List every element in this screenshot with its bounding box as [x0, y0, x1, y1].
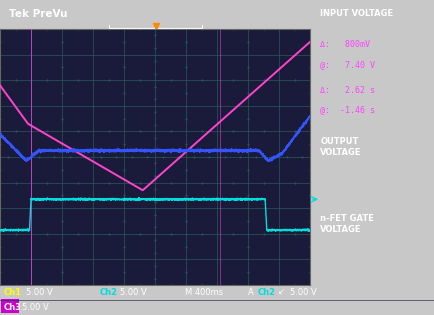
Text: Ch1: Ch1 [4, 288, 22, 296]
Text: n-FET GATE
VOLTAGE: n-FET GATE VOLTAGE [319, 214, 373, 234]
Text: @:   7.40 V: @: 7.40 V [319, 60, 374, 69]
Text: @:  -1.46 s: @: -1.46 s [319, 106, 374, 114]
Bar [1, 299, 19, 313]
Text: Tek PreVu: Tek PreVu [9, 9, 68, 20]
Text: Ch2: Ch2 [257, 288, 275, 296]
Text: INPUT VOLTAGE: INPUT VOLTAGE [319, 9, 392, 18]
Text: ↙: ↙ [277, 288, 284, 296]
Text: 5.00 V: 5.00 V [22, 302, 49, 312]
Text: M 400ms: M 400ms [184, 288, 223, 296]
Text: 5.00 V: 5.00 V [120, 288, 146, 296]
Text: Ch2: Ch2 [100, 288, 118, 296]
Text: Δ:   800mV: Δ: 800mV [319, 40, 369, 49]
Text: A: A [247, 288, 253, 296]
Text: Δ:   2.62 s: Δ: 2.62 s [319, 86, 374, 94]
Text: 5.00 V: 5.00 V [26, 288, 53, 296]
Text: Ch3: Ch3 [4, 302, 22, 312]
Text: OUTPUT
VOLTAGE: OUTPUT VOLTAGE [319, 137, 361, 157]
Text: 5.00 V: 5.00 V [289, 288, 316, 296]
